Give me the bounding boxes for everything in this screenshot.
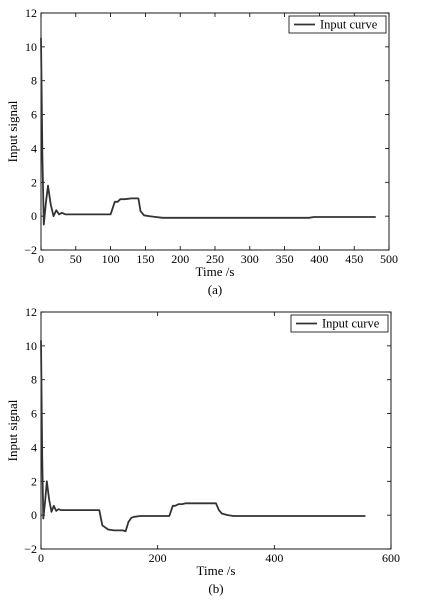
x-tick-label: 50 [70, 252, 82, 266]
y-axis-title: Input signal [5, 100, 20, 162]
x-tick-label: 350 [276, 252, 294, 266]
x-tick-label: 0 [38, 551, 44, 565]
x-tick-label: 450 [345, 252, 363, 266]
panel-caption: (a) [208, 282, 222, 297]
y-tick-label: 12 [25, 6, 37, 20]
y-tick-label: 0 [31, 209, 37, 223]
x-tick-label: 500 [380, 252, 398, 266]
x-tick-label: 300 [241, 252, 259, 266]
plot-frame [40, 311, 392, 550]
y-tick-label: 0 [31, 508, 37, 522]
chart-panel-a: 0 50 100 150 200 250 300 350 400 450 500−202468101… [5, 6, 398, 297]
x-tick-label: 400 [310, 252, 328, 266]
legend-box [288, 15, 387, 34]
y-tick-label: 12 [25, 305, 37, 319]
y-tick-label: 10 [25, 40, 37, 54]
y-tick-label: 4 [31, 440, 37, 454]
legend-box [290, 314, 389, 333]
y-tick-label: 4 [31, 141, 37, 155]
y-tick-label: 2 [31, 175, 37, 189]
series-line-1 [40, 37, 377, 226]
x-tick-label: 150 [136, 252, 154, 266]
x-tick-label: 200 [171, 252, 189, 266]
legend: Input curve [288, 15, 387, 34]
y-tick-label: 8 [31, 373, 37, 387]
x-tick-label: 100 [102, 252, 120, 266]
y-axis-title: Input signal [5, 399, 20, 461]
x-axis-title: Time /s [197, 563, 236, 578]
legend-label: Input curve [322, 317, 380, 331]
y-tick-label: 6 [31, 407, 37, 421]
y-tick-label: −2 [24, 243, 37, 257]
x-tick-label: 200 [149, 551, 167, 565]
x-tick-label: 250 [206, 252, 224, 266]
x-tick-label: 600 [382, 551, 400, 565]
panel-caption: (b) [208, 581, 223, 596]
x-tick-label: 0 [38, 252, 44, 266]
y-tick-label: −2 [24, 542, 37, 556]
y-tick-label: 8 [31, 74, 37, 88]
y-tick-label: 6 [31, 108, 37, 122]
y-tick-label: 2 [31, 474, 37, 488]
series-line-1 [40, 339, 366, 533]
x-tick-label: 400 [265, 551, 283, 565]
y-tick-label: 10 [25, 339, 37, 353]
legend: Input curve [290, 314, 389, 333]
legend-label: Input curve [320, 18, 378, 32]
x-axis-title: Time /s [196, 264, 235, 279]
